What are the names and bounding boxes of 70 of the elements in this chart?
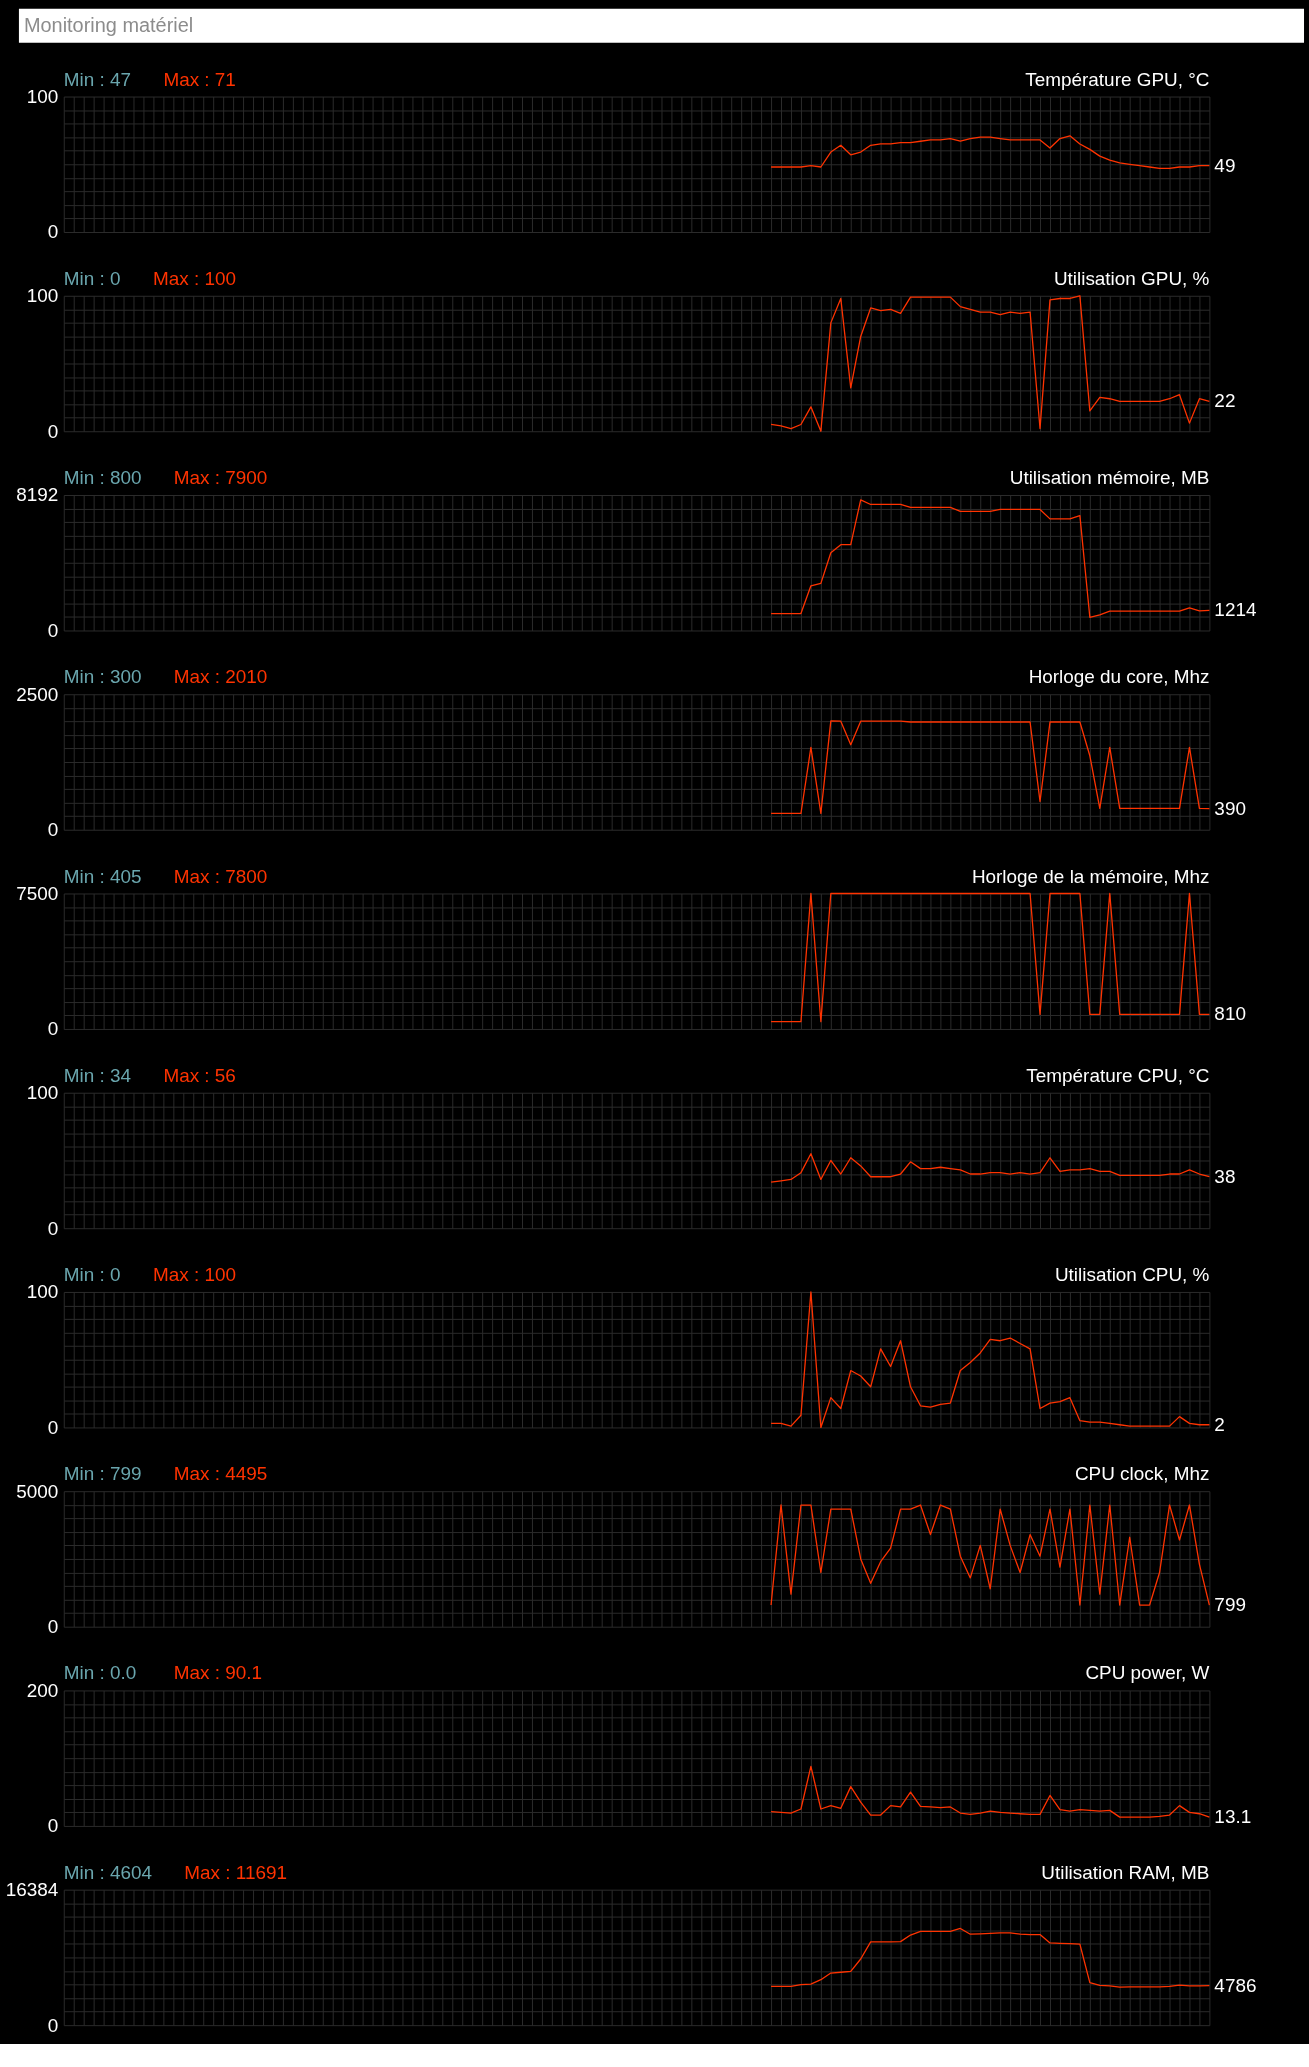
text: Max : 7800 bbox=[173, 865, 268, 887]
y-tick-label: 0 bbox=[47, 819, 59, 841]
chart-title: Utilisation CPU, % bbox=[1054, 1264, 1210, 1286]
chart-title: CPU clock, Mhz bbox=[1074, 1463, 1210, 1485]
chart-title: Température CPU, °C bbox=[1026, 1064, 1210, 1086]
y-tick-label: 0 bbox=[47, 1815, 59, 1837]
line-series bbox=[770, 1153, 1211, 1183]
text: Min : 799 bbox=[63, 1463, 142, 1485]
text: 810 bbox=[1214, 1003, 1246, 1025]
y-tick-label: 0 bbox=[47, 1416, 59, 1438]
text: 390 bbox=[1214, 797, 1246, 819]
text: Min : 405 bbox=[63, 865, 142, 887]
y-tick-label: 100 bbox=[26, 1082, 59, 1104]
text: Max : 100 bbox=[152, 267, 236, 289]
chart-title: Utilisation RAM, MB bbox=[1041, 1861, 1210, 1883]
text: 49 bbox=[1214, 154, 1236, 176]
chart-title: Horloge de la mémoire, Mhz bbox=[971, 865, 1210, 887]
y-tick-label: 2500 bbox=[16, 683, 59, 705]
line-series bbox=[770, 1927, 1211, 1988]
text: Min : 4604 bbox=[63, 1861, 153, 1883]
y-tick-label: 0 bbox=[47, 1217, 59, 1239]
text: Max : 56 bbox=[163, 1064, 236, 1086]
text: Min : 47 bbox=[63, 68, 132, 90]
y-tick-label: 7500 bbox=[16, 882, 59, 904]
text: Max : 71 bbox=[163, 68, 236, 90]
text: Min : 0.0 bbox=[63, 1662, 137, 1684]
text: 38 bbox=[1214, 1165, 1236, 1187]
text: Max : 2010 bbox=[173, 666, 268, 688]
y-tick-label: 0 bbox=[47, 221, 59, 243]
text: Max : 100 bbox=[152, 1264, 236, 1286]
line-series bbox=[770, 1504, 1211, 1606]
text: 4786 bbox=[1214, 1974, 1257, 1996]
text: Min : 34 bbox=[63, 1064, 132, 1086]
y-tick-label: 200 bbox=[26, 1679, 59, 1701]
y-tick-label: 5000 bbox=[16, 1480, 59, 1502]
y-tick-label: 0 bbox=[47, 420, 59, 442]
text: Min : 800 bbox=[63, 467, 142, 489]
y-tick-label: 100 bbox=[26, 86, 59, 108]
line-series bbox=[770, 135, 1211, 169]
chart-title: Horloge du core, Mhz bbox=[1028, 666, 1210, 688]
y-tick-label: 0 bbox=[47, 619, 59, 641]
y-tick-label: 0 bbox=[47, 2014, 59, 2036]
text: Min : 300 bbox=[63, 666, 142, 688]
chart-title: Température GPU, °C bbox=[1025, 68, 1210, 90]
line-series bbox=[770, 499, 1211, 618]
text: 22 bbox=[1214, 390, 1236, 412]
y-tick-label: 100 bbox=[26, 285, 59, 307]
line-series bbox=[770, 720, 1211, 815]
text: 799 bbox=[1214, 1594, 1246, 1616]
text: 2 bbox=[1214, 1413, 1225, 1435]
text: Max : 7900 bbox=[173, 467, 268, 489]
chart-title: CPU power, W bbox=[1085, 1662, 1210, 1684]
text: 13.1 bbox=[1214, 1806, 1252, 1828]
line-series bbox=[770, 1291, 1211, 1429]
y-tick-label: 0 bbox=[47, 1616, 59, 1638]
y-tick-label: 100 bbox=[26, 1281, 59, 1303]
line-series bbox=[770, 295, 1211, 432]
text: Max : 4495 bbox=[173, 1463, 268, 1485]
chart-title: Utilisation GPU, % bbox=[1053, 267, 1210, 289]
text: Max : 11691 bbox=[184, 1861, 287, 1883]
chart-title: Utilisation mémoire, MB bbox=[1009, 467, 1210, 489]
y-tick-label: 8192 bbox=[16, 484, 59, 506]
text: Min : 0 bbox=[63, 1264, 121, 1286]
text: 1214 bbox=[1214, 599, 1257, 621]
text: Min : 0 bbox=[63, 267, 121, 289]
text: Max : 90.1 bbox=[173, 1662, 263, 1684]
text: Monitoring matériel bbox=[23, 13, 194, 36]
y-tick-label: 0 bbox=[47, 1018, 59, 1040]
line-series bbox=[770, 1765, 1211, 1818]
y-tick-label: 16384 bbox=[5, 1879, 59, 1901]
